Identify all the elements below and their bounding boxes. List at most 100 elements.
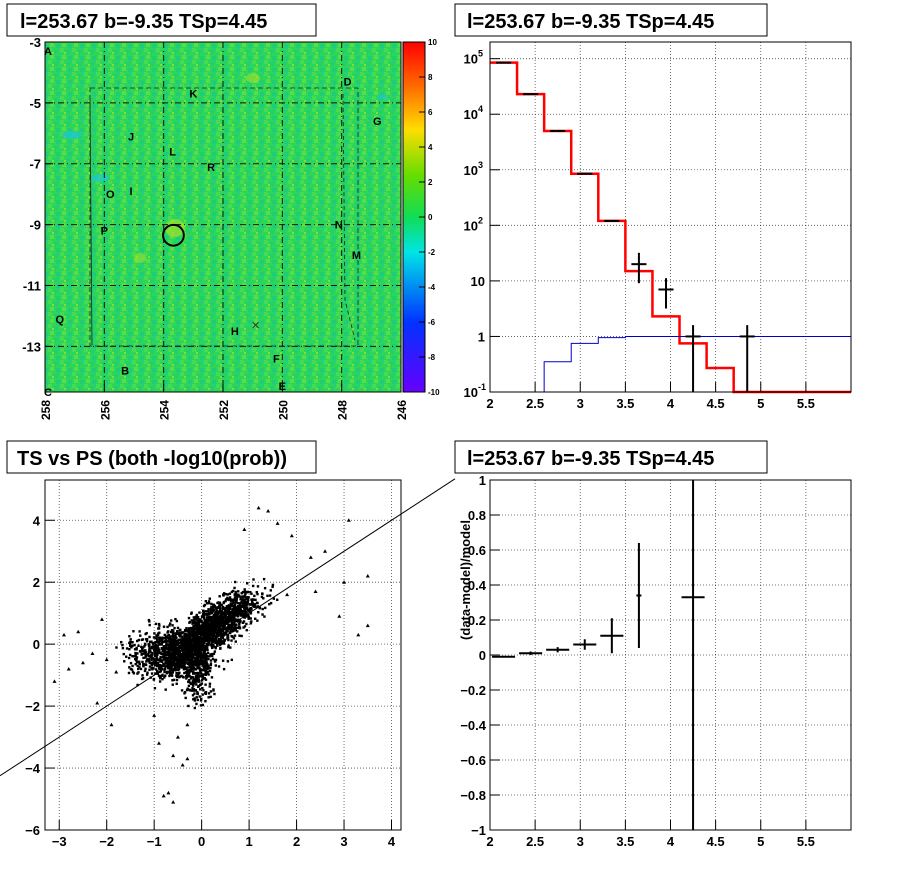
scatter-cloud-point — [158, 631, 161, 634]
scatter-cloud-point — [258, 607, 262, 610]
scatter-cloud-point — [241, 621, 245, 624]
scatter-cloud-point — [189, 660, 192, 663]
scatter-cloud-point — [204, 624, 208, 627]
colorbar-tick-label: 4 — [428, 143, 433, 152]
scatter-cloud-point — [269, 601, 273, 605]
scatter-cloud-point — [212, 652, 216, 655]
scatter-cloud-point — [182, 676, 185, 679]
region-label: H — [231, 326, 239, 338]
scatter-cloud-point — [183, 632, 187, 636]
scatter-cloud-point — [185, 649, 188, 652]
scatter-cloud-point — [237, 609, 240, 613]
scatter-cloud-point — [195, 638, 198, 641]
scatter-cloud-point — [197, 678, 200, 681]
scatter-point — [285, 592, 290, 597]
scatter-cloud-point — [180, 665, 184, 668]
scatter-cloud-point — [263, 586, 267, 590]
scatter-cloud-point — [228, 626, 231, 629]
scatter-cloud-point — [198, 666, 201, 669]
region-label: N — [335, 220, 343, 232]
scatter-cloud-point — [193, 619, 196, 623]
scatter-cloud-point — [256, 592, 259, 596]
scatter-cloud-point — [199, 699, 203, 702]
scatter-cloud-point — [213, 650, 217, 653]
scatter-cloud-point — [271, 585, 274, 589]
scatter-cloud-point — [210, 602, 213, 606]
scatter-cloud-point — [234, 614, 238, 617]
scatter-cloud-point — [188, 665, 192, 668]
scatter-cloud-point — [186, 662, 190, 666]
scatter-cloud-point — [125, 647, 129, 650]
scatter-cloud-point — [246, 600, 250, 603]
scatter-cloud-point — [187, 655, 190, 658]
y-tick-label: 10 — [471, 274, 485, 289]
scatter-cloud-point — [205, 654, 208, 658]
region-label: B — [121, 366, 129, 378]
scatter-cloud-point — [143, 645, 146, 648]
scatter-cloud-point — [145, 673, 149, 676]
scatter-cloud-point — [197, 621, 200, 624]
colorbar-ticks: 10 8 6 4 2 0 -2 -4 -6 -8 -10 — [419, 38, 440, 397]
scatter-point — [266, 508, 271, 513]
scatter-cloud-point — [171, 624, 174, 627]
scatter-cloud-point — [169, 639, 172, 642]
x-tick-label: 248 — [336, 400, 350, 420]
y-tick-label: 10 — [464, 107, 478, 122]
scatter-cloud-point — [163, 651, 166, 654]
scatter-cloud-point — [206, 651, 210, 655]
scatter-cloud-point — [189, 646, 192, 650]
scatter-cloud-point — [198, 619, 201, 623]
scatter-cloud-point — [238, 620, 242, 624]
scatter-cloud-point — [229, 612, 232, 615]
scatter-cloud-point — [139, 650, 142, 653]
scatter-cloud-point — [194, 658, 197, 662]
scatter-cloud-point — [213, 659, 216, 662]
scatter-cloud-point — [231, 609, 234, 612]
scatter-cloud-point — [199, 637, 202, 640]
scatter-point — [109, 722, 114, 727]
scatter-cloud-point — [141, 652, 145, 655]
scatter-cloud-point — [229, 616, 232, 620]
scatter-cloud-point — [129, 638, 132, 641]
scatter-cloud-point — [238, 602, 241, 605]
scatter-cloud-point — [246, 582, 249, 585]
scatter-cloud-point — [205, 647, 209, 650]
colorbar-tick-label: -2 — [428, 248, 436, 257]
scatter-cloud-point — [184, 696, 187, 700]
scatter-cloud-point — [175, 636, 178, 639]
scatter-cloud-point — [194, 631, 197, 635]
scatter-cloud-point — [137, 660, 141, 663]
scatter-cloud-point — [226, 628, 229, 631]
scatter-cloud-point — [130, 646, 133, 649]
scatter-cloud-point — [166, 661, 170, 664]
scatter-point — [95, 701, 100, 705]
scatter-cloud-point — [167, 633, 171, 637]
scatter-cloud-point — [268, 594, 272, 597]
scatter-cloud-point — [230, 626, 233, 630]
scatter-cloud-point — [185, 634, 188, 637]
scatter-cloud-point — [162, 645, 165, 649]
scatter-cloud-point — [179, 633, 182, 636]
scatter-cloud-point — [210, 676, 214, 679]
scatter-cloud-point — [128, 644, 132, 648]
scatter-cloud-point — [166, 640, 169, 643]
scatter-cloud-point — [150, 663, 154, 667]
scatter-cloud-point — [175, 619, 179, 623]
x-tick-label: 3 — [577, 396, 584, 411]
scatter-cloud-point — [200, 660, 203, 663]
source-circle — [162, 223, 185, 247]
scatter-cloud-point — [144, 667, 147, 671]
scatter-cloud-point — [208, 669, 212, 673]
scatter-cloud-point — [218, 609, 222, 612]
scatter-cloud-point — [214, 615, 218, 618]
scatter-cloud-point — [222, 633, 225, 636]
scatter-cloud-point — [224, 631, 227, 634]
scatter-cloud-point — [170, 647, 173, 650]
colorbar-tick-label: -8 — [428, 353, 436, 362]
scatter-cloud-point — [233, 580, 237, 584]
scatter-cloud-point — [208, 685, 211, 688]
scatter-cloud-point — [212, 645, 215, 648]
colorbar-tick-label: 2 — [428, 178, 433, 187]
scatter-cloud-point — [194, 634, 197, 637]
